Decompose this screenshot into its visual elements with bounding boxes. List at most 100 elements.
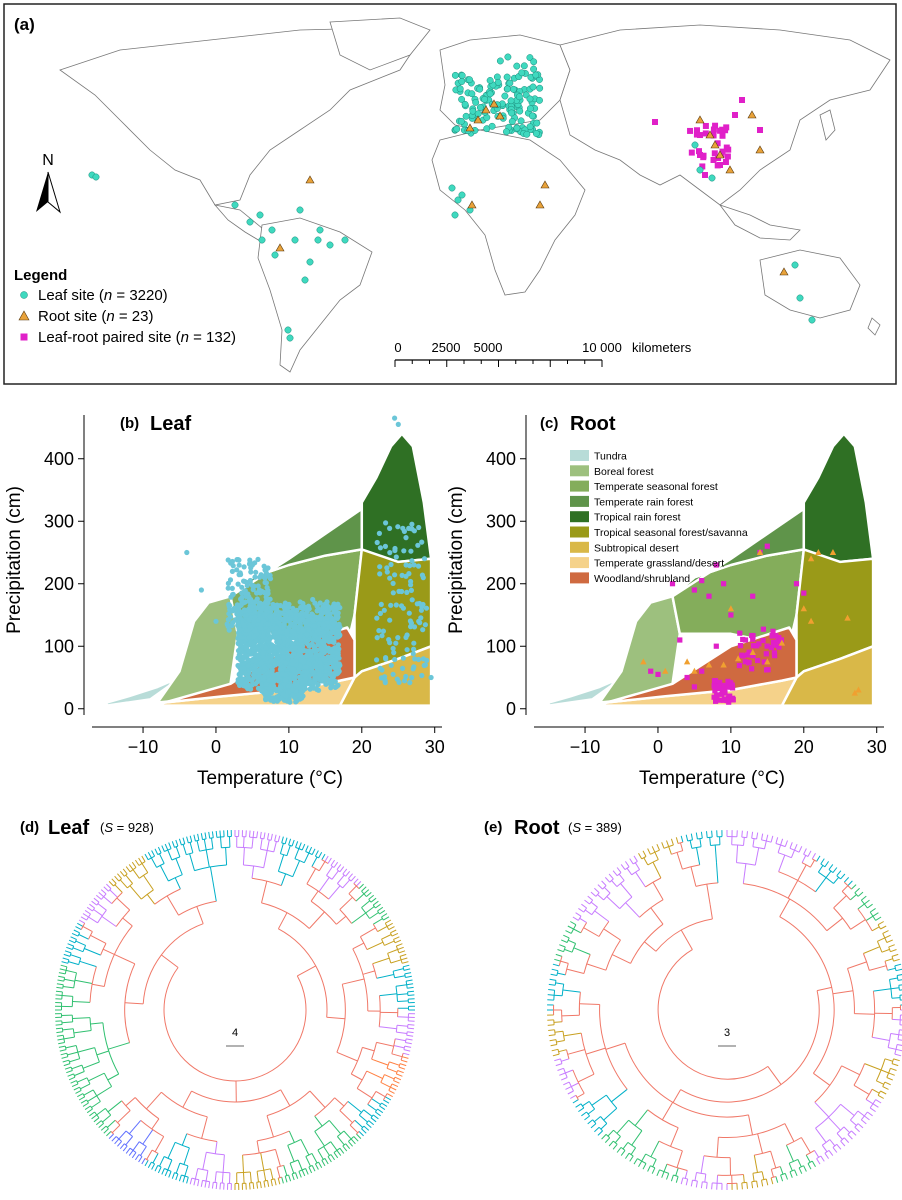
tree-branch <box>392 968 404 972</box>
leaf-data-point <box>230 592 236 598</box>
leaf-data-point <box>428 674 434 681</box>
leaf-data-point <box>229 558 235 565</box>
paired-site-marker <box>710 156 717 163</box>
tree-branch <box>548 1034 556 1037</box>
tree-branch <box>661 842 665 849</box>
leaf-data-point <box>251 618 257 625</box>
tree-branch <box>71 1064 83 1070</box>
leaf-data-point <box>393 602 399 608</box>
tree-branch <box>251 865 255 879</box>
tree-arc <box>77 932 81 937</box>
leaf-data-point <box>252 574 258 580</box>
leaf-data-point <box>382 674 388 680</box>
leaf-site-marker <box>526 105 534 112</box>
tree-branch <box>840 1140 846 1147</box>
leaf-data-point <box>416 524 422 531</box>
leaf-data-point <box>229 568 235 575</box>
tree-branch <box>350 875 356 882</box>
tree-arc <box>157 1164 162 1168</box>
tree-branch <box>854 1013 875 1015</box>
leaf-data-point <box>293 611 299 618</box>
x-tick-label: 0 <box>211 737 221 757</box>
tree-branch <box>270 833 273 841</box>
tree-branch <box>371 1058 389 1066</box>
biome-legend-label: Boreal forest <box>594 466 654 478</box>
continents <box>59 17 891 373</box>
paired-data-point <box>669 581 676 587</box>
tree-branch <box>840 873 846 880</box>
leaf-data-point <box>226 611 232 617</box>
leaf-data-point <box>306 627 312 633</box>
tree-branch <box>779 1166 784 1175</box>
tree-branch <box>798 1167 803 1174</box>
root-data-point <box>734 655 742 662</box>
leaf-data-point <box>243 627 249 634</box>
paired-site-marker <box>700 154 707 161</box>
root-data-point <box>764 658 771 665</box>
tree-branch <box>564 948 573 953</box>
tree-arc <box>632 860 638 865</box>
tree-branch <box>552 963 560 967</box>
tree-branch <box>339 866 345 873</box>
leaf-site-marker <box>258 236 266 244</box>
tree-branch <box>696 847 701 865</box>
tree-branch <box>151 850 156 857</box>
leaf-data-point <box>421 556 428 562</box>
tree-branch <box>249 1171 252 1183</box>
north-arrow-right <box>47 171 61 214</box>
tree-arc <box>395 945 400 954</box>
tree-arc <box>82 1093 86 1098</box>
paired-data-point <box>677 637 683 643</box>
tree-arc <box>710 844 720 846</box>
tree-branch <box>884 1058 893 1062</box>
leaf-data-point <box>286 616 292 622</box>
leaf-data-point <box>225 617 231 623</box>
tree-branch <box>366 1123 372 1128</box>
leaf-site-marker <box>501 92 509 100</box>
tree-branch <box>764 840 767 850</box>
tree-branch <box>380 1081 391 1088</box>
tree-branch <box>78 934 89 940</box>
tree-branch <box>366 892 372 897</box>
tree-branch <box>276 1167 281 1178</box>
tree-arc <box>108 888 112 892</box>
tree-arc <box>752 1171 763 1174</box>
leaf-data-point <box>296 620 303 626</box>
leaf-data-point <box>377 564 383 570</box>
tree-arc <box>78 957 82 965</box>
tree-branch <box>97 903 107 911</box>
leaf-data-point <box>229 585 235 592</box>
paired-site-marker <box>719 132 726 139</box>
tree-branch <box>565 1069 574 1074</box>
leaf-data-point <box>393 640 399 646</box>
leaf-data-point <box>280 691 286 697</box>
leaf-data-point <box>404 632 410 638</box>
tree-branch <box>72 1017 91 1019</box>
leaf-data-point <box>277 667 284 673</box>
tree-branch <box>869 965 887 971</box>
tree-branch <box>193 1178 196 1186</box>
tree-branch <box>894 1053 902 1057</box>
tree-arc <box>836 875 841 880</box>
leaf-data-point <box>310 685 317 691</box>
leaf-site-marker <box>503 73 511 81</box>
tree-branch <box>560 960 569 964</box>
scale-unit: kilometers <box>632 340 692 355</box>
tree-arc <box>236 846 253 849</box>
leaf-data-point <box>255 556 261 563</box>
tree-branch <box>890 987 900 990</box>
leaf-data-point <box>384 569 390 575</box>
tree-branch <box>563 1032 582 1037</box>
leaf-data-point <box>410 651 416 657</box>
leaf-data-point <box>253 569 259 575</box>
tree-branch <box>800 1137 811 1154</box>
tree-branch <box>384 1074 395 1080</box>
tree-branch <box>886 1077 893 1081</box>
tree-arc <box>554 980 557 986</box>
leaf-data-point <box>198 587 204 593</box>
leaf-data-point <box>236 557 242 563</box>
tree-arc <box>828 869 834 873</box>
tree-branch <box>895 968 902 972</box>
tree-arc <box>400 1053 404 1061</box>
tree-branch <box>327 1156 332 1163</box>
